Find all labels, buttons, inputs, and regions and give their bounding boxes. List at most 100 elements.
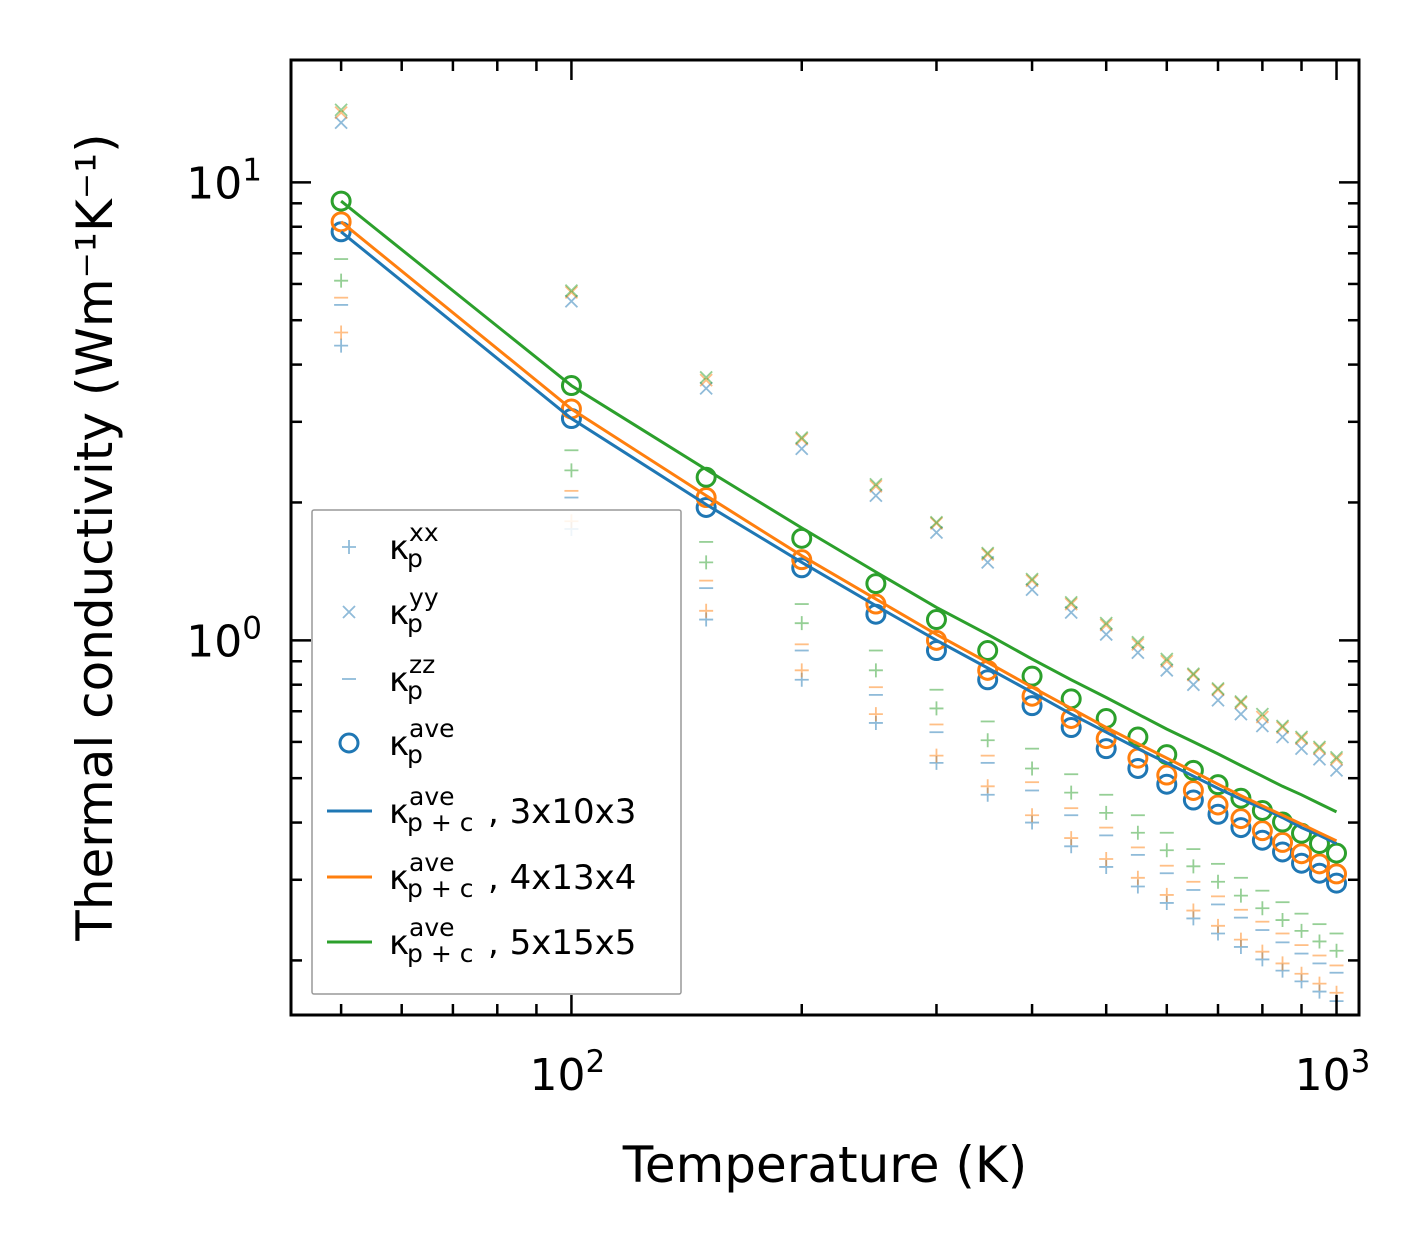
point-yy-4x13x4-800 bbox=[1255, 710, 1270, 724]
point-xx-4x13x4-500 bbox=[1099, 852, 1114, 867]
point-ave-5x15x5-750 bbox=[1230, 787, 1252, 809]
line-3x10x3 bbox=[340, 230, 1338, 845]
point-ave-3x10x3-400 bbox=[1021, 695, 1043, 717]
point-yy-5x15x5-500 bbox=[1099, 616, 1113, 630]
point-ave-4x13x4-600 bbox=[1156, 764, 1178, 786]
point-yy-5x15x5-750 bbox=[1234, 694, 1248, 709]
point-yy-5x15x5-50 bbox=[334, 103, 348, 117]
point-yy-3x10x3-950 bbox=[1312, 752, 1327, 766]
point-ave-3x10x3-750 bbox=[1230, 817, 1252, 839]
point-yy-3x10x3-50 bbox=[334, 116, 348, 130]
point-ave-5x15x5-50 bbox=[330, 190, 352, 212]
point-xx-5x15x5-900 bbox=[1294, 923, 1309, 938]
point-yy-5x15x5-650 bbox=[1186, 667, 1201, 681]
point-xx-5x15x5-50 bbox=[334, 273, 349, 288]
point-ave-3x10x3-150 bbox=[695, 496, 717, 518]
legend-entry-3-symbol bbox=[338, 732, 360, 754]
point-xx-3x10x3-50 bbox=[334, 338, 349, 353]
point-yy-4x13x4-550 bbox=[1131, 637, 1145, 651]
point-yy-4x13x4-150 bbox=[699, 373, 713, 387]
point-yy-4x13x4-350 bbox=[981, 547, 995, 562]
point-xx-5x15x5-600 bbox=[1159, 843, 1174, 858]
data-lines bbox=[340, 199, 1338, 845]
point-xx-4x13x4-50 bbox=[334, 325, 349, 340]
point-xx-4x13x4-700 bbox=[1211, 918, 1225, 933]
point-yy-5x15x5-950 bbox=[1312, 740, 1327, 754]
point-ave-4x13x4-850 bbox=[1272, 831, 1294, 853]
point-xx-4x13x4-400 bbox=[1025, 808, 1040, 823]
point-xx-4x13x4-750 bbox=[1233, 932, 1248, 947]
legend-entry-4-label: κave p + c, 3x10x3 bbox=[389, 782, 636, 837]
x-tick-label-1000: 103 bbox=[1295, 1044, 1371, 1101]
point-yy-3x10x3-650 bbox=[1186, 678, 1201, 692]
point-yy-4x13x4-1000 bbox=[1329, 752, 1344, 766]
point-ave-4x13x4-500 bbox=[1095, 728, 1117, 750]
point-xx-5x15x5-100 bbox=[564, 463, 579, 478]
point-yy-5x15x5-700 bbox=[1211, 681, 1225, 696]
legend-entry-3-label: κave p bbox=[389, 714, 455, 769]
x-axis-label: Temperature (K) bbox=[622, 1136, 1027, 1194]
point-ave-4x13x4-650 bbox=[1182, 779, 1204, 801]
legend-entry-0-label: κxx p bbox=[389, 518, 439, 573]
point-yy-5x15x5-900 bbox=[1294, 730, 1309, 744]
point-ave-3x10x3-650 bbox=[1182, 789, 1204, 811]
y-tick-label-1: 100 bbox=[186, 610, 262, 667]
point-xx-5x15x5-550 bbox=[1130, 825, 1145, 840]
point-ave-5x15x5-100 bbox=[560, 375, 582, 397]
point-yy-5x15x5-600 bbox=[1160, 652, 1174, 666]
point-yy-5x15x5-550 bbox=[1131, 635, 1145, 649]
point-yy-4x13x4-850 bbox=[1275, 720, 1290, 735]
point-xx-5x15x5-450 bbox=[1064, 785, 1079, 800]
point-ave-3x10x3-800 bbox=[1251, 829, 1273, 851]
point-yy-3x10x3-700 bbox=[1211, 693, 1225, 707]
point-ave-4x13x4-50 bbox=[330, 211, 352, 233]
point-ave-5x15x5-1000 bbox=[1326, 842, 1348, 864]
point-yy-5x15x5-400 bbox=[1025, 572, 1039, 586]
point-yy-5x15x5-300 bbox=[929, 515, 944, 529]
point-yy-3x10x3-750 bbox=[1234, 707, 1248, 721]
point-xx-4x13x4-250 bbox=[868, 707, 883, 722]
plot-frame bbox=[289, 58, 1361, 1017]
legend-entry-0-symbol bbox=[342, 540, 356, 554]
point-yy-5x15x5-350 bbox=[981, 546, 995, 560]
point-xx-5x15x5-300 bbox=[929, 701, 944, 716]
point-xx-4x13x4-900 bbox=[1294, 966, 1309, 981]
line-4x13x4 bbox=[340, 220, 1338, 843]
point-xx-5x15x5-350 bbox=[980, 733, 995, 748]
point-ave-5x15x5-400 bbox=[1021, 665, 1043, 687]
data-marks bbox=[330, 103, 1348, 1009]
point-ave-4x13x4-750 bbox=[1230, 808, 1252, 830]
point-ave-3x10x3-350 bbox=[977, 669, 999, 691]
point-xx-5x15x5-400 bbox=[1025, 761, 1040, 776]
legend-entry-1-label: κyy p bbox=[389, 583, 439, 638]
point-ave-3x10x3-600 bbox=[1156, 773, 1178, 795]
point-xx-5x15x5-250 bbox=[868, 663, 883, 678]
point-xx-5x15x5-650 bbox=[1186, 859, 1201, 874]
point-xx-4x13x4-450 bbox=[1064, 831, 1079, 846]
point-ave-4x13x4-1000 bbox=[1326, 863, 1348, 885]
line-5x15x5 bbox=[340, 199, 1338, 814]
point-yy-3x10x3-200 bbox=[795, 442, 809, 456]
point-xx-4x13x4-350 bbox=[980, 779, 995, 794]
point-ave-4x13x4-900 bbox=[1291, 843, 1313, 865]
point-yy-4x13x4-50 bbox=[334, 105, 348, 120]
point-yy-3x10x3-250 bbox=[869, 488, 883, 503]
legend-entry-6-label: κave p + c, 5x15x5 bbox=[389, 913, 636, 968]
point-ave-3x10x3-500 bbox=[1095, 738, 1117, 760]
point-yy-3x10x3-850 bbox=[1275, 730, 1290, 744]
axis-ticks bbox=[291, 60, 1359, 1015]
point-xx-5x15x5-700 bbox=[1211, 874, 1225, 889]
point-yy-5x15x5-250 bbox=[869, 477, 883, 492]
point-ave-3x10x3-450 bbox=[1060, 717, 1082, 739]
point-yy-5x15x5-1000 bbox=[1329, 750, 1344, 765]
point-xx-5x15x5-800 bbox=[1255, 901, 1270, 916]
point-ave-5x15x5-300 bbox=[925, 609, 947, 631]
point-ave-3x10x3-550 bbox=[1127, 757, 1149, 779]
point-xx-5x15x5-850 bbox=[1275, 913, 1290, 928]
legend-box bbox=[311, 509, 682, 995]
point-yy-4x13x4-900 bbox=[1294, 731, 1309, 746]
point-xx-4x13x4-150 bbox=[699, 603, 714, 618]
point-xx-4x13x4-550 bbox=[1130, 870, 1145, 885]
point-xx-5x15x5-950 bbox=[1312, 934, 1327, 949]
